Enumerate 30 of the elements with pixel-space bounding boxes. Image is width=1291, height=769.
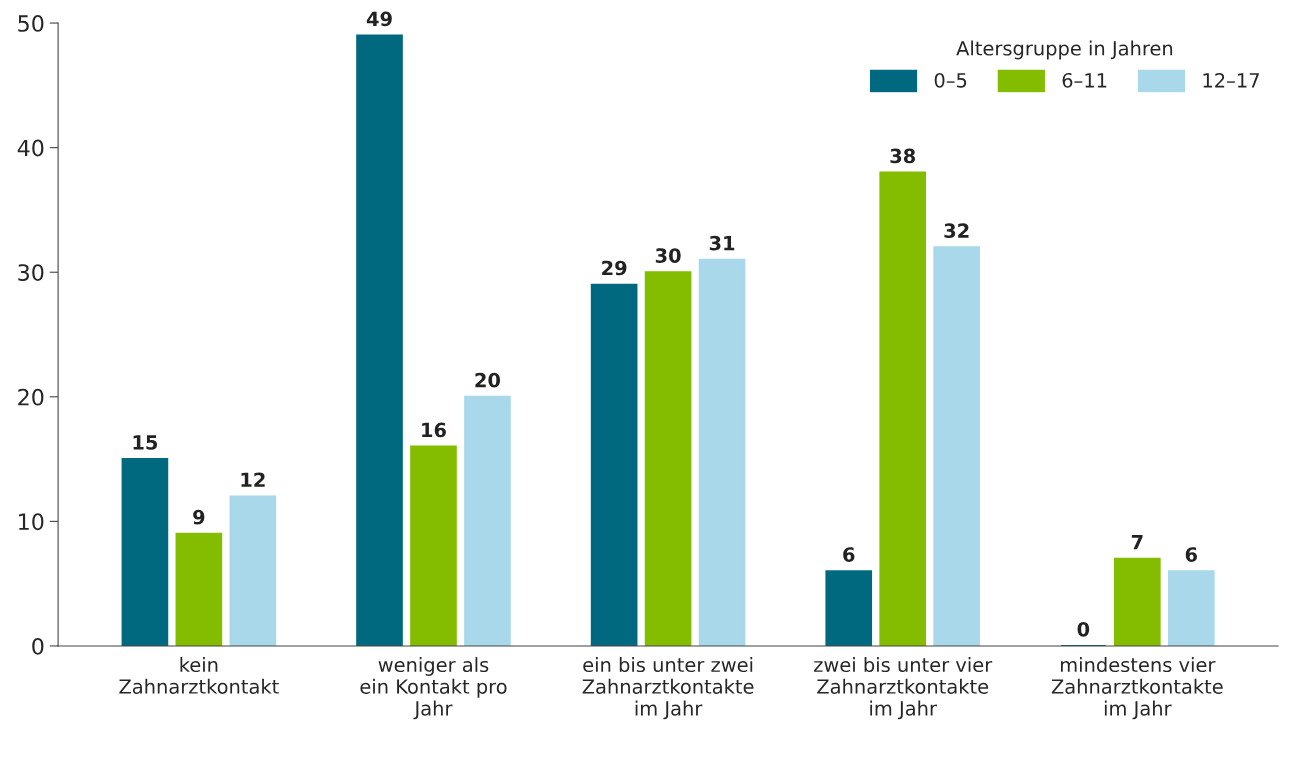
- data-label: 29: [602, 260, 627, 276]
- data-label: 7: [1131, 534, 1143, 550]
- data-label: 6: [843, 547, 855, 562]
- data-label: 16: [422, 422, 446, 438]
- y-tick-label: 0: [32, 637, 44, 655]
- x-tick-label: weniger als ein Kontakt pro Jahr: [360, 657, 507, 720]
- data-label: 31: [709, 235, 735, 251]
- data-label: 30: [655, 248, 681, 263]
- data-label: 0: [1077, 621, 1090, 637]
- data-label: 32: [944, 223, 969, 238]
- x-tick-label: mindestens vier Zahnarztkontakte im Jahr: [1051, 657, 1223, 720]
- legend-label: 6–11: [1062, 72, 1107, 88]
- data-label: 6: [1185, 547, 1197, 562]
- data-label: 20: [475, 372, 501, 388]
- data-label: 9: [193, 509, 205, 525]
- y-tick-label: 10: [19, 513, 44, 531]
- legend-title: Altersgruppe in Jahren: [956, 40, 1173, 60]
- data-label: 38: [890, 148, 916, 164]
- data-label: 12: [241, 472, 265, 487]
- data-label: 15: [133, 435, 158, 450]
- x-tick-label: kein Zahnarztkontakt: [119, 657, 279, 694]
- x-tick-label: ein bis unter zwei Zahnarztkontakte im Jahr: [582, 657, 754, 720]
- y-tick-label: 20: [18, 388, 44, 406]
- legend-label: 0–5: [934, 72, 967, 88]
- y-tick-label: 40: [17, 139, 44, 157]
- data-label: 49: [366, 11, 392, 27]
- x-tick-label: zwei bis unter vier Zahnarztkontakte im Jahr: [814, 657, 993, 720]
- y-tick-label: 50: [18, 15, 44, 32]
- legend-label: 12–17: [1203, 72, 1259, 88]
- y-tick-label: 30: [18, 264, 44, 281]
